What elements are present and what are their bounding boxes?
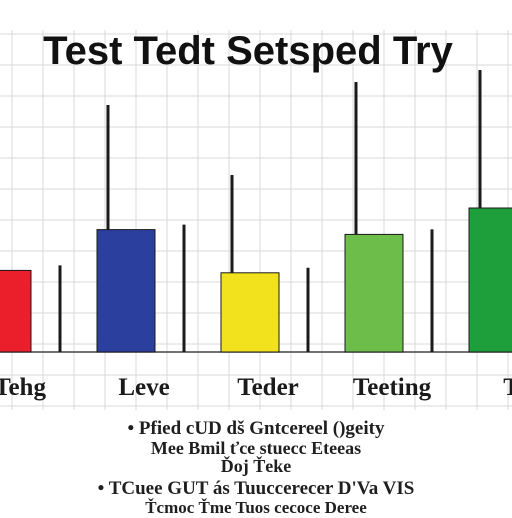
category-label-3: Teder (237, 374, 299, 401)
category-label-4: Teeting (353, 374, 432, 401)
category-label-5: Te (503, 374, 512, 401)
caption-line-2: Mee Bmil ťce stuecc Eteeas (150, 438, 362, 458)
bar-1 (0, 269, 32, 353)
bar-5 (468, 207, 512, 353)
bar-3 (220, 272, 280, 353)
category-labels: Tehg Leve Teder Teeting Te (0, 374, 512, 401)
caption-line-1: • Pfied cUD dš Gntcereel ()geity (127, 418, 385, 439)
category-label-1: Tehg (0, 374, 46, 401)
bar-4 (344, 233, 404, 353)
chart-grid (0, 30, 512, 410)
chart-bars (0, 207, 512, 353)
chart-title: Test Tedt Setsped Try (43, 29, 453, 73)
caption-line-4: • TCuee GUT ás Tuuccerecer D'Va VIS (97, 478, 415, 499)
bar-2 (96, 229, 156, 353)
category-label-2: Leve (118, 374, 169, 401)
caption-line-5: Ťcmoc Ťme Tuos cecoce Deree (145, 498, 367, 517)
caption-line-3: Ďoj Ťeke (220, 456, 292, 476)
